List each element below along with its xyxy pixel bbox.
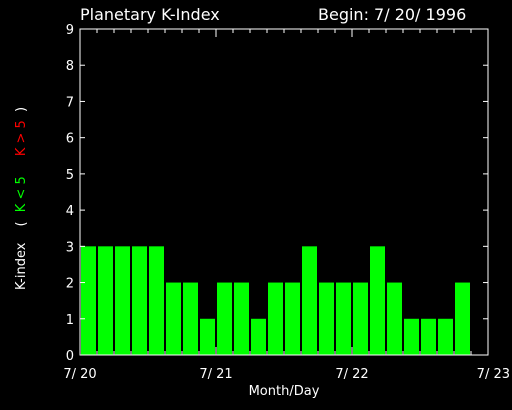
y-axis-label-low: K < 5 — [14, 176, 29, 212]
y-tick-label: 7 — [66, 95, 74, 110]
bar-series — [81, 246, 470, 355]
bar — [404, 318, 419, 355]
bar — [200, 318, 215, 355]
bar — [353, 282, 368, 355]
bar — [234, 282, 249, 355]
y-tick-label: 9 — [66, 23, 74, 38]
bar — [302, 246, 317, 355]
y-axis-label-prefix: K-index — [14, 242, 29, 290]
bar — [319, 282, 334, 355]
bar — [438, 318, 453, 355]
y-axis: 0 1 2 3 4 5 6 7 8 9 — [66, 23, 488, 364]
y-tick-label: 8 — [66, 59, 74, 74]
y-axis-label-open: ( — [14, 221, 29, 226]
y-axis-label: K-index ( K < 5 K > 5 ) — [14, 107, 29, 290]
bar — [370, 246, 385, 355]
y-tick-label: 4 — [66, 204, 74, 219]
bar — [132, 246, 147, 355]
y-tick-label: 0 — [66, 349, 74, 364]
bar — [421, 318, 436, 355]
x-tick-label: 7/ 23 — [477, 367, 510, 382]
bar — [387, 282, 402, 355]
x-axis: 7/ 20 7/ 21 7/ 22 7/ 23 — [63, 29, 510, 382]
bar — [455, 282, 470, 355]
y-tick-label: 6 — [66, 132, 74, 147]
y-tick-label: 5 — [66, 168, 74, 183]
bar — [115, 246, 130, 355]
bar — [268, 282, 283, 355]
bar — [217, 282, 232, 355]
bar — [336, 282, 351, 355]
begin-date-label: Begin: 7/ 20/ 1996 — [318, 5, 466, 24]
bar — [166, 282, 181, 355]
y-axis-label-high: K > 5 — [14, 120, 29, 156]
x-tick-label: 7/ 20 — [63, 367, 96, 382]
x-axis-label: Month/Day — [249, 384, 320, 399]
x-tick-label: 7/ 22 — [335, 367, 368, 382]
bar — [251, 318, 266, 355]
y-tick-label: 3 — [66, 240, 74, 255]
x-tick-label: 7/ 21 — [199, 367, 232, 382]
bar — [285, 282, 300, 355]
y-axis-label-close: ) — [14, 107, 29, 112]
bar — [98, 246, 113, 355]
bar — [149, 246, 164, 355]
bar — [183, 282, 198, 355]
bar — [81, 246, 96, 355]
y-tick-label: 2 — [66, 277, 74, 292]
y-tick-label: 1 — [66, 313, 74, 328]
chart-title: Planetary K-Index — [80, 5, 220, 24]
